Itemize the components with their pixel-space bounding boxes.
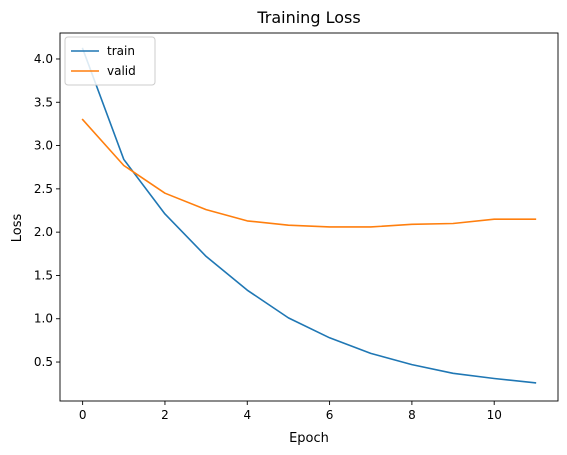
x-tick-label: 2 — [161, 408, 169, 422]
y-tick-label: 2.0 — [34, 225, 53, 239]
y-tick-label: 2.5 — [34, 182, 53, 196]
y-tick-label: 1.0 — [34, 312, 53, 326]
x-tick-label: 4 — [243, 408, 251, 422]
legend-label-train: train — [107, 44, 135, 58]
y-axis-label: Loss — [10, 214, 25, 243]
x-tick-label: 0 — [79, 408, 87, 422]
y-tick-label: 3.5 — [34, 95, 53, 109]
series-line-valid — [81, 118, 537, 228]
series-line-train — [81, 47, 537, 384]
chart-title: Training Loss — [256, 8, 360, 27]
legend-label-valid: valid — [107, 64, 136, 78]
y-tick-label: 0.5 — [34, 355, 53, 369]
y-tick-label: 4.0 — [34, 52, 53, 66]
y-tick-label: 3.0 — [34, 139, 53, 153]
x-axis-label: Epoch — [289, 431, 329, 446]
axes-frame — [59, 32, 559, 402]
plot-area: 0 2 4 6 8 10 0.5 1.0 1.5 2.0 2.5 3.0 3.5 4.0 train vali… — [34, 32, 559, 422]
legend-box — [64, 36, 156, 86]
y-tick-label: 1.5 — [34, 268, 53, 282]
x-tick-label: 10 — [487, 408, 502, 422]
x-tick-label: 8 — [408, 408, 416, 422]
x-tick-label: 6 — [326, 408, 334, 422]
